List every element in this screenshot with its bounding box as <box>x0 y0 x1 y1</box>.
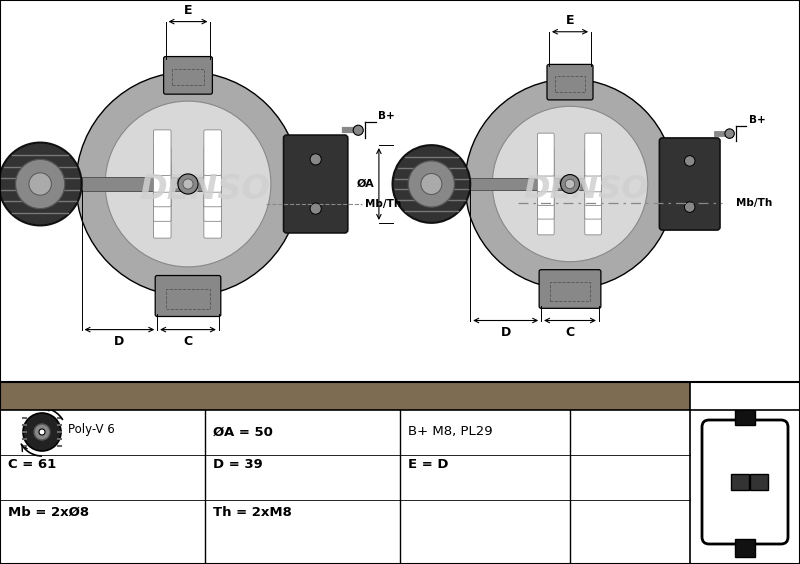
Text: Mb = 2xØ8: Mb = 2xØ8 <box>8 505 89 518</box>
FancyBboxPatch shape <box>585 162 602 205</box>
FancyBboxPatch shape <box>204 192 222 238</box>
Bar <box>550 282 590 301</box>
Circle shape <box>105 101 271 267</box>
Text: B+: B+ <box>749 115 766 125</box>
Text: Poly-V 6: Poly-V 6 <box>68 422 114 435</box>
FancyBboxPatch shape <box>538 149 554 192</box>
Text: E = D: E = D <box>408 459 449 472</box>
Text: DENSO: DENSO <box>139 173 270 206</box>
FancyBboxPatch shape <box>585 133 602 176</box>
FancyBboxPatch shape <box>538 176 554 219</box>
FancyBboxPatch shape <box>155 276 221 316</box>
FancyBboxPatch shape <box>154 161 171 207</box>
Circle shape <box>29 173 51 195</box>
FancyBboxPatch shape <box>585 149 602 192</box>
Circle shape <box>725 129 734 138</box>
Text: Th = 2xM8: Th = 2xM8 <box>213 505 292 518</box>
Text: B+ M8, PL29: B+ M8, PL29 <box>408 425 493 438</box>
FancyBboxPatch shape <box>547 64 593 100</box>
Circle shape <box>354 125 363 135</box>
Circle shape <box>183 179 193 189</box>
Text: D = 39: D = 39 <box>213 459 262 472</box>
Text: D: D <box>114 334 125 347</box>
Circle shape <box>178 174 198 194</box>
Text: E: E <box>566 14 574 27</box>
Text: Mb/Th: Mb/Th <box>736 198 772 208</box>
FancyBboxPatch shape <box>204 161 222 207</box>
Bar <box>555 76 585 91</box>
Circle shape <box>0 143 82 226</box>
Bar <box>470 178 586 190</box>
Text: 90A: 90A <box>518 386 562 406</box>
Circle shape <box>393 145 470 223</box>
FancyBboxPatch shape <box>154 130 171 175</box>
Circle shape <box>685 156 695 166</box>
Bar <box>735 539 755 557</box>
Text: DFM: DFM <box>738 387 782 405</box>
FancyBboxPatch shape <box>154 192 171 238</box>
Bar <box>690 382 800 410</box>
FancyBboxPatch shape <box>585 192 602 235</box>
Circle shape <box>465 79 675 289</box>
Circle shape <box>23 413 61 451</box>
Text: E: E <box>184 3 192 16</box>
Bar <box>731 474 749 490</box>
Circle shape <box>421 174 442 195</box>
Circle shape <box>76 72 300 296</box>
FancyBboxPatch shape <box>539 270 601 309</box>
FancyBboxPatch shape <box>538 192 554 235</box>
Bar <box>166 289 210 309</box>
Text: B+: B+ <box>378 111 395 121</box>
Text: Mb/Th: Mb/Th <box>365 199 401 209</box>
Circle shape <box>685 202 695 213</box>
Text: D: D <box>501 325 511 338</box>
FancyBboxPatch shape <box>538 133 554 176</box>
FancyBboxPatch shape <box>283 135 348 233</box>
Circle shape <box>34 424 50 440</box>
Circle shape <box>39 429 45 435</box>
Circle shape <box>408 161 454 207</box>
Text: DAN3019: DAN3019 <box>10 386 119 406</box>
FancyBboxPatch shape <box>585 176 602 219</box>
FancyBboxPatch shape <box>538 162 554 205</box>
Bar <box>735 407 755 425</box>
FancyBboxPatch shape <box>204 147 222 192</box>
Text: C: C <box>183 334 193 347</box>
Text: C: C <box>566 325 574 338</box>
Text: DENSO: DENSO <box>523 174 649 205</box>
Circle shape <box>310 203 322 214</box>
Text: C = 61: C = 61 <box>8 459 56 472</box>
FancyBboxPatch shape <box>659 138 720 230</box>
Bar <box>172 69 204 85</box>
FancyBboxPatch shape <box>204 130 222 175</box>
FancyBboxPatch shape <box>154 176 171 221</box>
Text: 14V: 14V <box>407 386 453 406</box>
Bar <box>750 474 768 490</box>
FancyBboxPatch shape <box>163 56 213 94</box>
Circle shape <box>566 179 574 189</box>
Circle shape <box>310 154 322 165</box>
Circle shape <box>15 160 65 209</box>
Text: ØA: ØA <box>357 179 375 189</box>
FancyBboxPatch shape <box>204 176 222 221</box>
Bar <box>0 382 690 410</box>
FancyBboxPatch shape <box>702 420 788 544</box>
Bar <box>82 177 205 191</box>
Circle shape <box>492 106 648 262</box>
Text: L: L <box>710 387 721 405</box>
Text: ØA = 50: ØA = 50 <box>213 425 273 438</box>
FancyBboxPatch shape <box>154 147 171 192</box>
Circle shape <box>561 174 579 193</box>
